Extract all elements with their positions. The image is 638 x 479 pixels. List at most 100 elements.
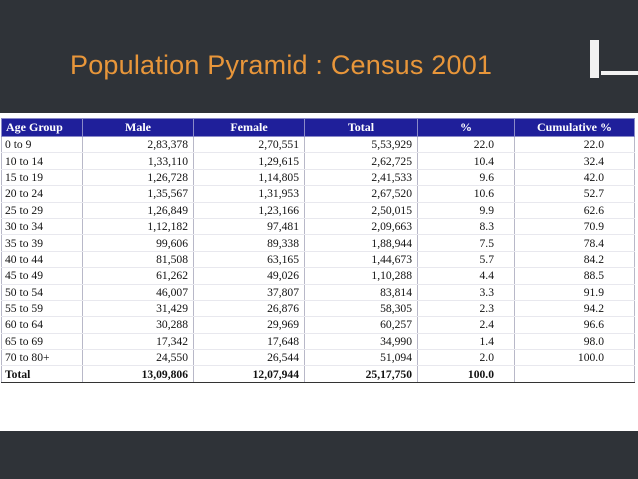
cell-male: 31,429 (82, 300, 194, 318)
total-total: 25,17,750 (304, 365, 418, 383)
cell-cumulative: 32.4 (514, 152, 635, 170)
table-row: 70 to 80+ 24,550 26,544 51,094 2.0 100.0 (1, 349, 635, 367)
header-female: Female (193, 118, 305, 137)
cell-age-group: 60 to 64 (1, 316, 83, 334)
cell-age-group: 30 to 34 (1, 218, 83, 236)
cell-percent: 3.3 (417, 284, 515, 301)
table-row: 25 to 29 1,26,849 1,23,166 2,50,015 9.9 62.6 (1, 202, 635, 219)
cell-female: 17,648 (193, 333, 305, 351)
cell-age-group: 70 to 80+ (1, 349, 83, 367)
cell-cumulative: 94.2 (514, 300, 635, 318)
cell-total: 60,257 (304, 316, 418, 334)
header-row: Age Group Male Female Total % Cumulative… (1, 118, 635, 137)
cell-female: 2,70,551 (193, 136, 305, 154)
cell-female: 63,165 (193, 251, 305, 269)
cell-cumulative: 98.0 (514, 333, 635, 351)
slide-title: Population Pyramid : Census 2001 (70, 50, 493, 80)
table-row: 15 to 19 1,26,728 1,14,805 2,41,533 9.6 42.0 (1, 169, 635, 187)
cell-percent: 8.3 (417, 218, 515, 236)
cell-female: 26,876 (193, 300, 305, 318)
cell-percent: 2.3 (417, 300, 515, 318)
cell-male: 2,83,378 (82, 136, 194, 154)
cell-percent: 22.0 (417, 136, 515, 154)
table-row: 0 to 9 2,83,378 2,70,551 5,53,929 22.0 22.0 (1, 136, 635, 154)
cell-cumulative: 78.4 (514, 234, 635, 252)
cell-total: 83,814 (304, 284, 418, 301)
cell-total: 58,305 (304, 300, 418, 318)
table-row: 60 to 64 30,288 29,969 60,257 2.4 96.6 (1, 316, 635, 334)
cell-total: 1,88,944 (304, 234, 418, 252)
cell-female: 37,807 (193, 284, 305, 301)
table-row: 65 to 69 17,342 17,648 34,990 1.4 98.0 (1, 333, 635, 351)
cell-cumulative: 52.7 (514, 185, 635, 203)
cell-male: 1,26,849 (82, 202, 194, 219)
table-row: 35 to 39 99,606 89,338 1,88,944 7.5 78.4 (1, 234, 635, 252)
header-cumulative: Cumulative % (514, 118, 635, 137)
cell-total: 1,44,673 (304, 251, 418, 269)
cell-cumulative: 84.2 (514, 251, 635, 269)
cell-male: 46,007 (82, 284, 194, 301)
total-percent: 100.0 (417, 365, 515, 383)
cell-cumulative: 62.6 (514, 202, 635, 219)
header-percent: % (417, 118, 515, 137)
cell-age-group: 50 to 54 (1, 284, 83, 301)
cell-cumulative: 100.0 (514, 349, 635, 367)
cell-age-group: 0 to 9 (1, 136, 83, 154)
cell-total: 2,67,520 (304, 185, 418, 203)
cell-total: 2,41,533 (304, 169, 418, 187)
cell-age-group: 10 to 14 (1, 152, 83, 170)
cell-total: 1,10,288 (304, 267, 418, 285)
cell-percent: 10.6 (417, 185, 515, 203)
cell-female: 26,544 (193, 349, 305, 367)
cell-female: 29,969 (193, 316, 305, 334)
cell-female: 49,026 (193, 267, 305, 285)
total-female: 12,07,944 (193, 365, 305, 383)
cell-percent: 2.4 (417, 316, 515, 334)
table-row: 20 to 24 1,35,567 1,31,953 2,67,520 10.6 52.7 (1, 185, 635, 203)
cell-percent: 10.4 (417, 152, 515, 170)
decorative-bar (590, 40, 599, 78)
cell-age-group: 40 to 44 (1, 251, 83, 269)
cell-percent: 7.5 (417, 234, 515, 252)
cell-male: 1,35,567 (82, 185, 194, 203)
cell-male: 99,606 (82, 234, 194, 252)
cell-male: 24,550 (82, 349, 194, 367)
header-male: Male (82, 118, 194, 137)
table-row: 30 to 34 1,12,182 97,481 2,09,663 8.3 70.9 (1, 218, 635, 236)
table-row: 40 to 44 81,508 63,165 1,44,673 5.7 84.2 (1, 251, 635, 269)
cell-male: 1,33,110 (82, 152, 194, 170)
table-row: 10 to 14 1,33,110 1,29,615 2,62,725 10.4 32.4 (1, 152, 635, 170)
cell-percent: 1.4 (417, 333, 515, 351)
cell-total: 2,09,663 (304, 218, 418, 236)
cell-male: 17,342 (82, 333, 194, 351)
cell-percent: 9.9 (417, 202, 515, 219)
cell-percent: 2.0 (417, 349, 515, 367)
cell-percent: 5.7 (417, 251, 515, 269)
cell-female: 1,14,805 (193, 169, 305, 187)
cell-total: 2,50,015 (304, 202, 418, 219)
cell-male: 1,12,182 (82, 218, 194, 236)
cell-age-group: 65 to 69 (1, 333, 83, 351)
table-row: 50 to 54 46,007 37,807 83,814 3.3 91.9 (1, 284, 635, 301)
cell-total: 2,62,725 (304, 152, 418, 170)
cell-female: 89,338 (193, 234, 305, 252)
table-row: 55 to 59 31,429 26,876 58,305 2.3 94.2 (1, 300, 635, 318)
cell-cumulative: 22.0 (514, 136, 635, 154)
total-row: Total 13,09,806 12,07,944 25,17,750 100.0 (1, 365, 635, 383)
cell-male: 61,262 (82, 267, 194, 285)
cell-female: 1,23,166 (193, 202, 305, 219)
cell-age-group: 35 to 39 (1, 234, 83, 252)
decorative-line (601, 71, 638, 75)
cell-percent: 9.6 (417, 169, 515, 187)
cell-male: 81,508 (82, 251, 194, 269)
total-cumulative (514, 365, 635, 383)
cell-male: 1,26,728 (82, 169, 194, 187)
table-panel: Age Group Male Female Total % Cumulative… (0, 113, 638, 431)
total-age-group: Total (1, 365, 83, 383)
cell-percent: 4.4 (417, 267, 515, 285)
cell-cumulative: 42.0 (514, 169, 635, 187)
total-male: 13,09,806 (82, 365, 194, 383)
cell-cumulative: 91.9 (514, 284, 635, 301)
cell-age-group: 55 to 59 (1, 300, 83, 318)
cell-female: 1,29,615 (193, 152, 305, 170)
